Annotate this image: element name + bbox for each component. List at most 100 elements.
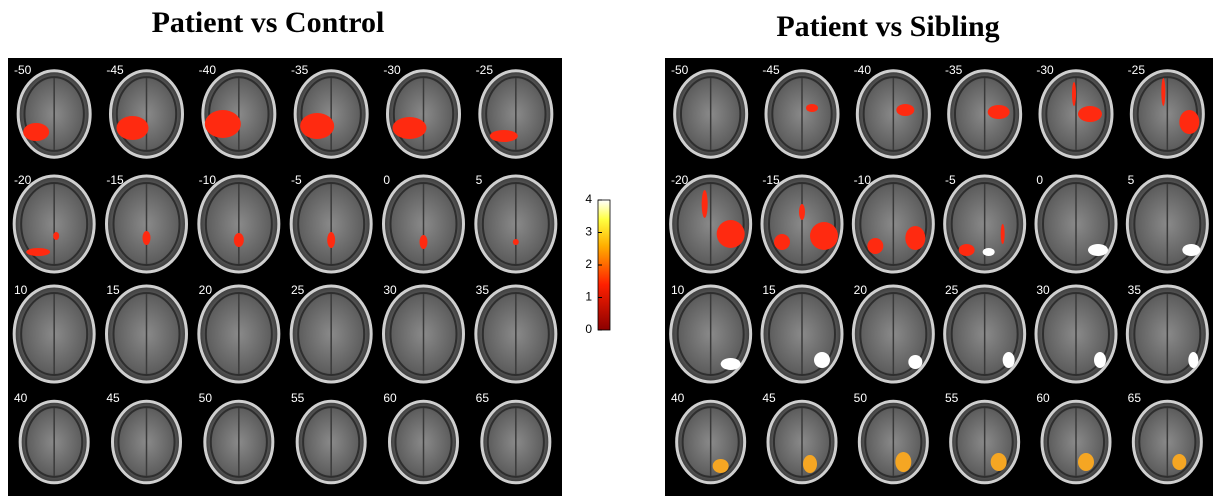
slice-label: 10 [14,283,28,297]
activation-blob [806,104,818,112]
slice-label: 30 [383,283,397,297]
slice-label: -5 [291,173,302,187]
activation-blob [300,113,334,139]
activation-blob [1182,244,1200,256]
colorbar-tick-label: 4 [585,192,592,206]
activation-blob [23,123,49,141]
slice-label: 55 [945,391,959,405]
slice-label: -20 [14,173,32,187]
slice-label: 35 [476,283,490,297]
activation-blob [1072,82,1076,106]
slice-label: 35 [1128,283,1142,297]
slice-label: -45 [762,63,780,77]
activation-blob [420,235,428,249]
slice-label: -25 [1128,63,1146,77]
activation-blob [896,104,914,116]
activation-blob [717,220,745,248]
slice-label: 55 [291,391,305,405]
slice-label: 5 [476,173,483,187]
activation-blob [1188,352,1198,368]
colorbar-tick-label: 2 [585,257,592,271]
slice-label: -25 [476,63,494,77]
slice-label: 50 [199,391,213,405]
slice-label: 45 [106,391,120,405]
slice-label: 65 [1128,391,1142,405]
activation-blob [1003,352,1015,368]
activation-blob [959,244,975,256]
slice-label: -50 [671,63,689,77]
slice-label: 25 [945,283,959,297]
slice-label: 25 [291,283,305,297]
activation-blob [814,352,830,368]
slice-label: 60 [1036,391,1050,405]
slice-label: -10 [854,173,872,187]
slice-label: 15 [762,283,776,297]
slice-label: -10 [199,173,217,187]
colorbar-tick-label: 0 [585,322,592,336]
activation-blob [53,232,59,240]
activation-blob [721,358,741,370]
activation-blob [908,355,922,369]
colorbar-tick-label: 3 [585,225,592,239]
activation-blob [799,204,805,220]
slice-label: -35 [945,63,963,77]
activation-blob [991,453,1007,471]
slice-label: 45 [762,391,776,405]
slice-label: 20 [199,283,213,297]
slice-label: -20 [671,173,689,187]
activation-blob [1078,106,1102,122]
activation-blob [988,105,1010,119]
slice-label: -15 [106,173,124,187]
slice-label: 40 [671,391,685,405]
activation-blob [26,248,50,256]
colorbar-tick-label: 1 [585,290,592,304]
activation-blob [810,222,838,250]
slice-label: -40 [199,63,217,77]
activation-blob [327,232,335,248]
panel-background [8,58,562,496]
slice-label: -45 [106,63,124,77]
slice-label: 0 [383,173,390,187]
slice-label: -35 [291,63,309,77]
activation-blob [393,117,427,139]
slice-label: -30 [383,63,401,77]
slice-label: 30 [1036,283,1050,297]
slice-label: 0 [1036,173,1043,187]
activation-blob [713,459,729,473]
slice-label: 15 [106,283,120,297]
slice-label: -5 [945,173,956,187]
slice-label: 50 [854,391,868,405]
activation-blob [1179,110,1199,134]
panel-title: Patient vs Control [152,6,385,39]
activation-blob [702,190,708,218]
slice-label: 5 [1128,173,1135,187]
slice-label: 40 [14,391,28,405]
slice-label: -30 [1036,63,1054,77]
activation-blob [774,234,790,250]
slice-label: -15 [762,173,780,187]
slice-label: 10 [671,283,685,297]
activation-blob [205,110,241,138]
activation-blob [895,452,911,472]
activation-blob [803,455,817,473]
activation-blob [1094,352,1106,368]
activation-blob [1088,244,1108,256]
panel-title: Patient vs Sibling [776,10,999,43]
activation-blob [117,116,149,140]
activation-blob [867,238,883,254]
activation-blob [1078,453,1094,471]
slice-label: 20 [854,283,868,297]
activation-blob [905,226,925,250]
activation-blob [1001,224,1005,244]
activation-blob [143,231,151,245]
activation-blob [1172,454,1186,470]
activation-blob [234,233,244,247]
activation-blob [1161,78,1165,106]
slice-label: -40 [854,63,872,77]
activation-blob [513,239,519,245]
figure: Patient vs Control Patient vs Sibling -5… [0,0,1213,496]
slice-label: -50 [14,63,32,77]
activation-blob [983,248,995,256]
activation-blob [490,130,518,142]
slice-label: 65 [476,391,490,405]
